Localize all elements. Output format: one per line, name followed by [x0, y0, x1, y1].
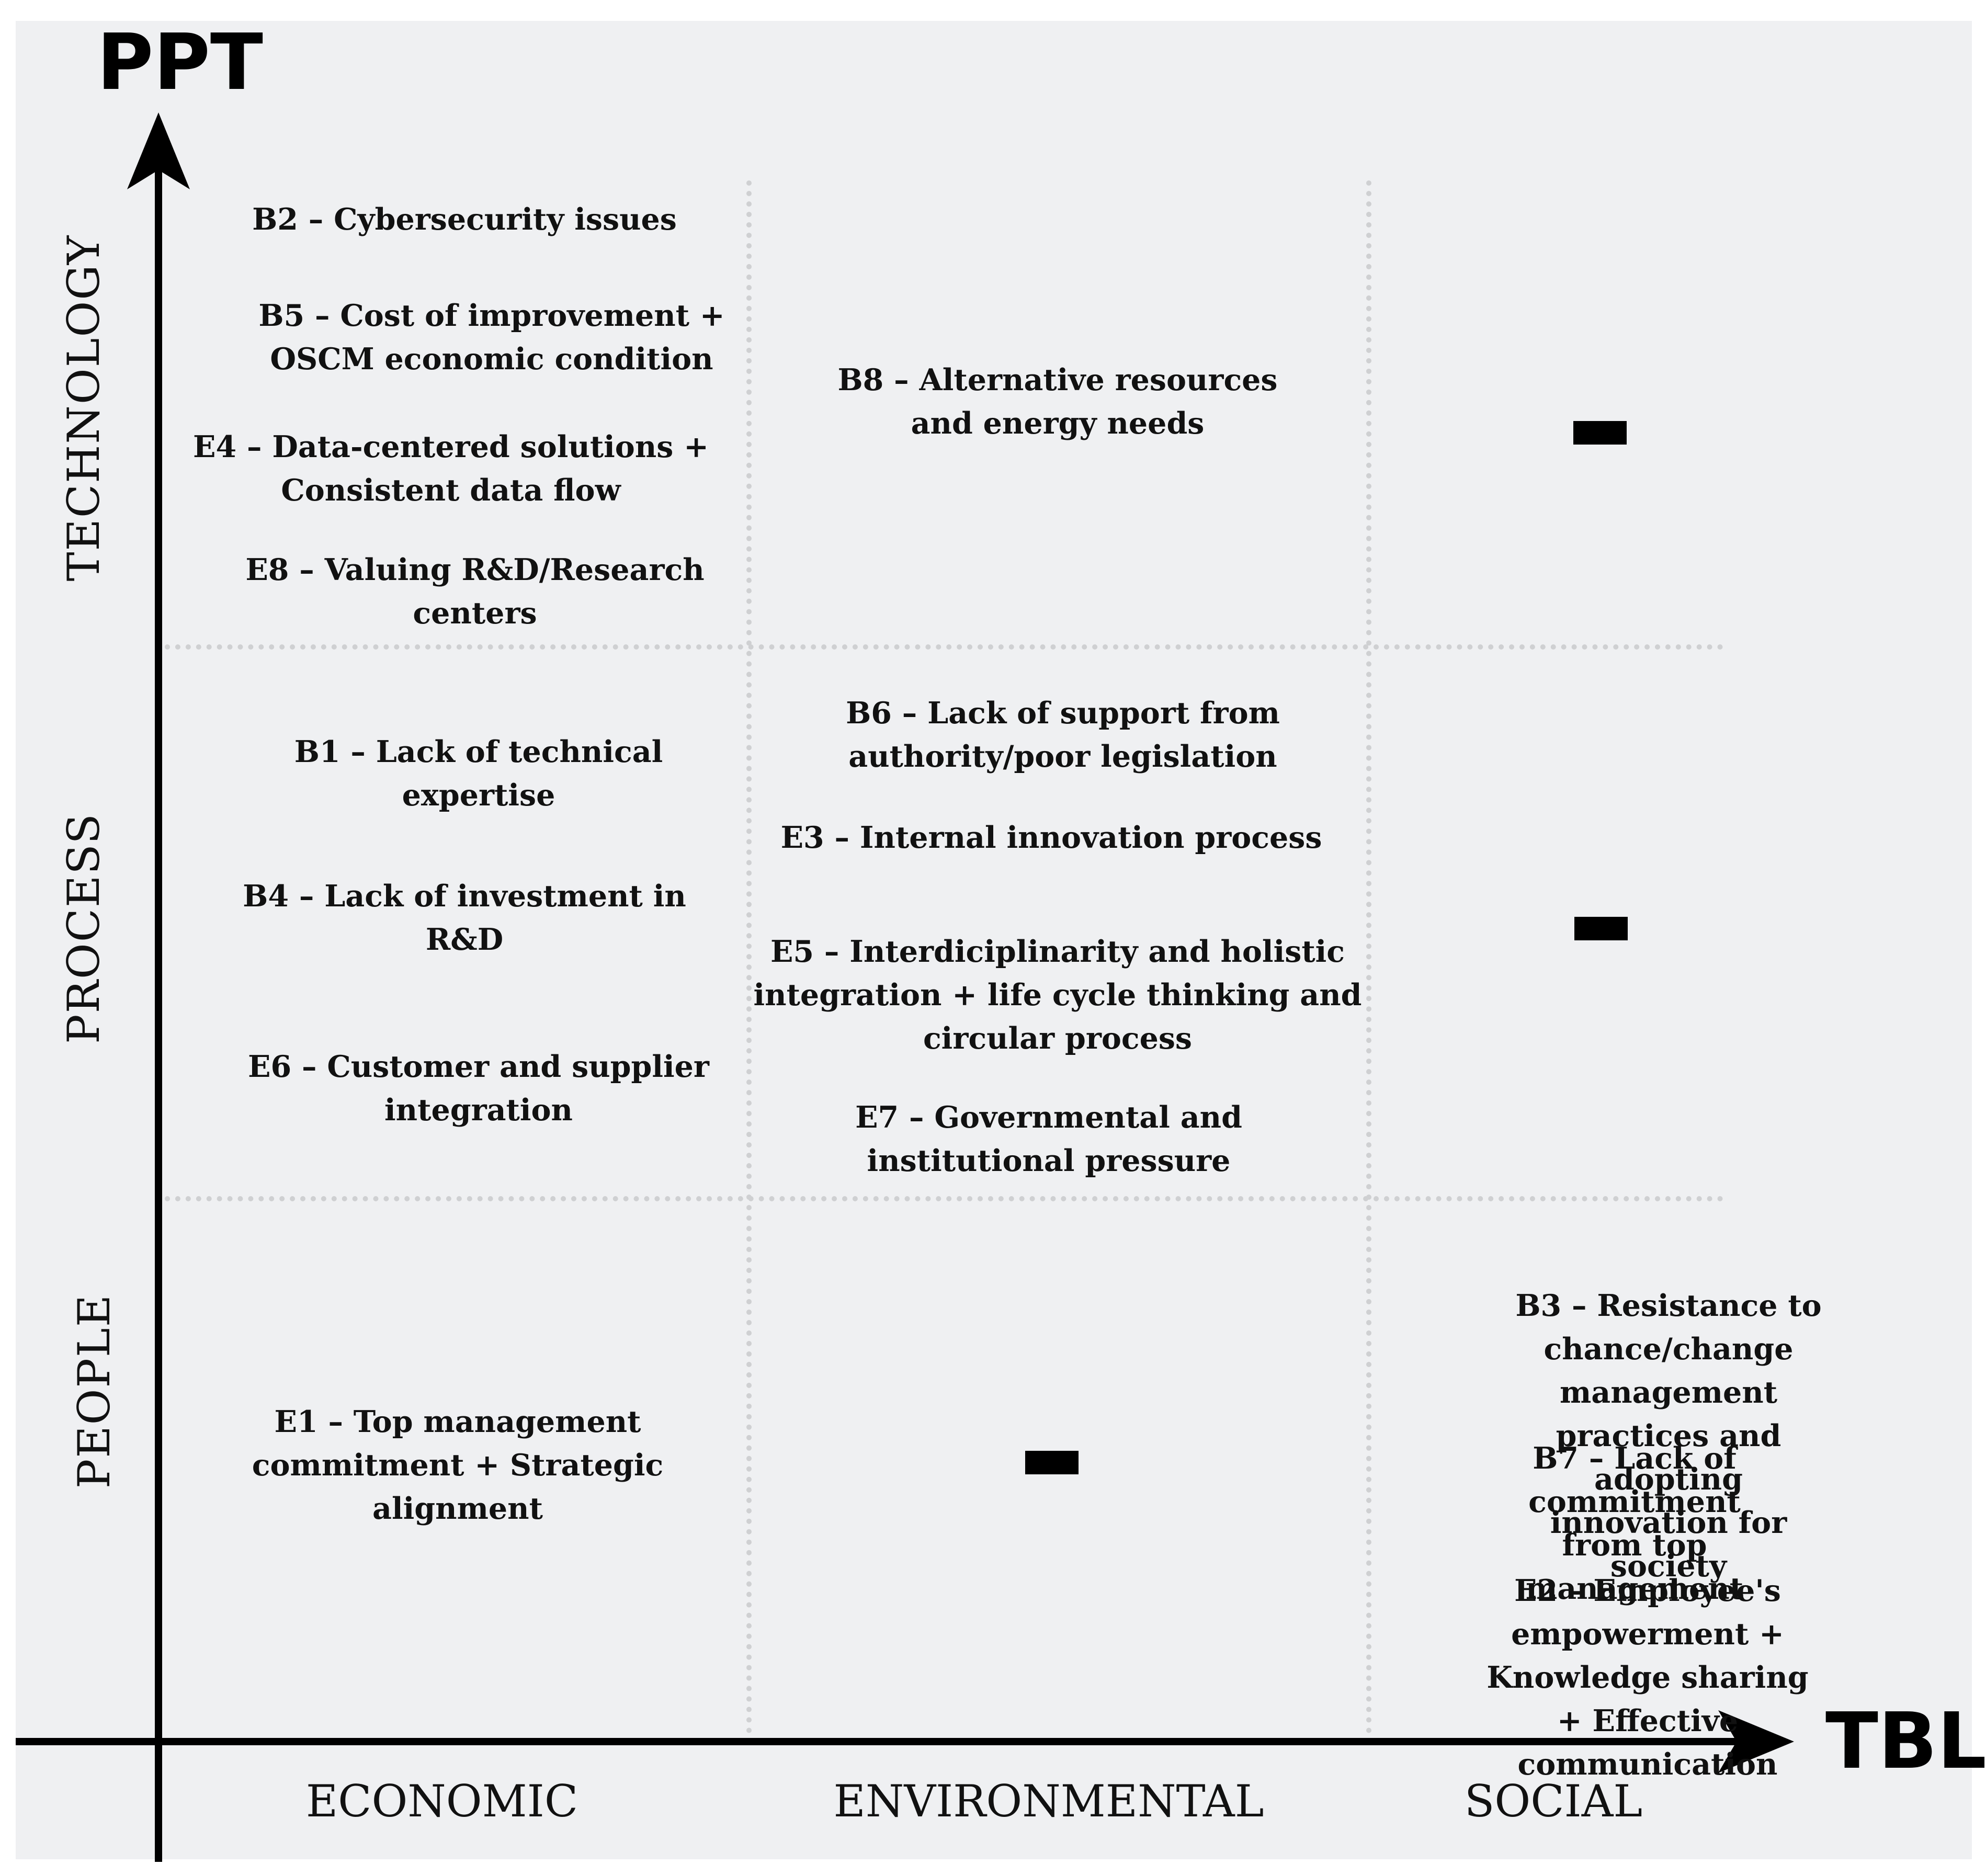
item-b1: B1 – Lack of technical expertise [294, 734, 663, 813]
grid-divider-economic-environmental [746, 180, 752, 1734]
grid-divider-technology-process [165, 644, 1723, 650]
item-b7: B7 – Lack of commitment from top managem… [1525, 1441, 1744, 1606]
empty-cell-marker-people-environmental [1025, 1451, 1079, 1474]
item-e8: E8 – Valuing R&D/Research centers [245, 552, 705, 631]
item-b5: B5 – Cost of improvement + OSCM economic… [258, 298, 725, 377]
row-label-technology: TECHNOLOGY [58, 234, 109, 582]
item-e7: E7 – Governmental and institutional pres… [855, 1100, 1242, 1178]
diagram-background [16, 21, 1972, 1859]
item-e4: E4 – Data-centered solutions + Consisten… [193, 429, 709, 508]
x-axis-arrowhead [1718, 1710, 1794, 1773]
empty-cell-marker-technology-social [1573, 421, 1627, 445]
row-label-people: PEOPLE [69, 1293, 120, 1489]
item-b3: B3 – Resistance to chance/change managem… [1515, 1288, 1822, 1584]
grid-divider-process-people [165, 1196, 1723, 1201]
item-b6: B6 – Lack of support from authority/poor… [846, 696, 1280, 774]
grid-divider-environmental-social [1366, 180, 1371, 1734]
item-e6: E6 – Customer and supplier integration [248, 1049, 709, 1128]
item-e2: E2 – Employee's empowerment + Knowledge … [1486, 1573, 1809, 1782]
row-label-process: PROCESS [58, 813, 109, 1044]
column-label-environmental: ENVIRONMENTAL [833, 1776, 1264, 1827]
column-label-economic: ECONOMIC [305, 1776, 578, 1827]
y-axis-title: PPT [97, 17, 263, 107]
item-b8: B8 – Alternative resources and energy ne… [837, 362, 1278, 441]
column-label-social: SOCIAL [1464, 1776, 1643, 1827]
item-b4: B4 – Lack of investment in R&D [243, 879, 686, 957]
y-axis-arrowhead [127, 112, 190, 189]
item-e5: E5 – Interdiciplinarity and holistic int… [753, 934, 1362, 1056]
item-e3: E3 – Internal innovation process [780, 820, 1322, 855]
item-b2: B2 – Cybersecurity issues [252, 202, 677, 237]
item-e1: E1 – Top management commitment + Strateg… [252, 1404, 664, 1526]
x-axis-title: TBL [1825, 1696, 1986, 1786]
empty-cell-marker-process-social [1574, 917, 1628, 940]
